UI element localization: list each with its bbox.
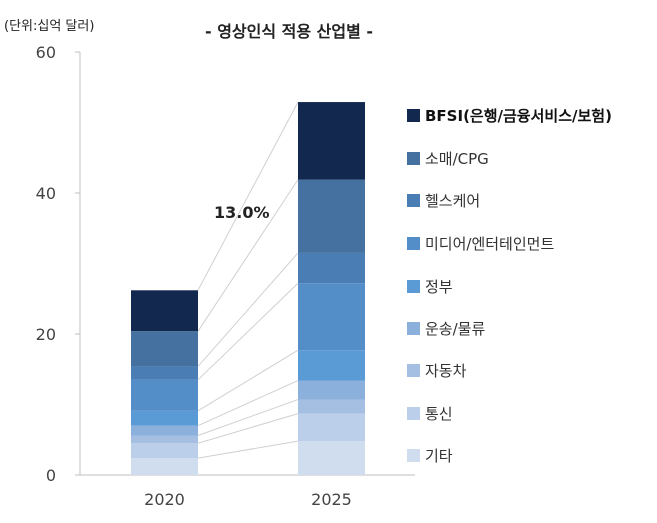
legend-item: 미디어/엔터테인먼트	[407, 233, 554, 254]
bar-segment	[131, 331, 198, 367]
bar-segment	[298, 441, 365, 475]
bar-segment	[131, 443, 198, 459]
bar-segment	[131, 410, 198, 426]
bar-segment	[298, 350, 365, 381]
legend-swatch	[407, 152, 420, 165]
bar-segment	[131, 425, 198, 436]
unit-label: (단위:십억 달러)	[4, 19, 95, 34]
x-tick-label: 2025	[311, 490, 352, 509]
legend-swatch	[407, 280, 420, 293]
connector-line	[197, 101, 299, 291]
x-tick-label: 2020	[144, 490, 185, 509]
bar-segment	[298, 252, 365, 284]
bar-segment	[131, 379, 198, 411]
legend-swatch	[407, 237, 420, 250]
y-tick-label: 20	[36, 325, 56, 344]
connector-line	[197, 440, 299, 459]
legend-swatch	[407, 364, 420, 377]
legend-item: 헬스케어	[407, 190, 480, 211]
legend-label: 헬스케어	[425, 192, 481, 210]
legend-item: BFSI(은행/금융서비스/보험)	[407, 105, 612, 126]
legend-item: 정부	[407, 276, 453, 297]
bar-segment	[131, 435, 198, 444]
bar-segment	[131, 366, 198, 380]
legend-label: 미디어/엔터테인먼트	[425, 235, 555, 253]
connector-line	[197, 179, 299, 332]
connector-line	[197, 282, 299, 381]
legend-swatch	[407, 109, 420, 122]
legend-item: 자동차	[407, 360, 466, 381]
y-tick-label: 0	[46, 466, 56, 485]
chart-title: - 영상인식 적용 산업별 -	[205, 22, 374, 41]
legend-item: 운송/물류	[407, 318, 485, 339]
bar-segment	[298, 179, 365, 253]
connector-line	[197, 399, 299, 436]
connector-line	[197, 349, 299, 412]
legend-item: 기타	[407, 445, 453, 466]
legend-swatch	[407, 407, 420, 420]
legend-swatch	[407, 322, 420, 335]
legend-label: 자동차	[425, 362, 467, 380]
legend-label: 통신	[425, 405, 453, 423]
y-tick-label: 40	[36, 184, 56, 203]
legend-label: 소매/CPG	[425, 150, 489, 168]
legend-label: 운송/물류	[425, 320, 486, 338]
legend-item: 통신	[407, 403, 453, 424]
legend-label: BFSI(은행/금융서비스/보험)	[425, 107, 612, 125]
bar-segment	[298, 399, 365, 414]
connector-line	[197, 380, 299, 427]
legend-swatch	[407, 449, 420, 462]
bar-segment	[298, 283, 365, 351]
legend-swatch	[407, 194, 420, 207]
bar-segment	[131, 458, 198, 475]
cagr-annotation: 13.0%	[214, 203, 270, 222]
bar-segment	[298, 102, 365, 180]
legend-label: 정부	[425, 278, 453, 296]
legend-label: 기타	[425, 447, 453, 465]
legend-item: 소매/CPG	[407, 148, 489, 169]
connector-line	[197, 413, 299, 444]
bar-segment	[131, 290, 198, 332]
bar-segment	[298, 413, 365, 442]
y-tick-label: 60	[36, 43, 56, 62]
bar-segment	[298, 380, 365, 400]
connector-line	[197, 252, 299, 367]
